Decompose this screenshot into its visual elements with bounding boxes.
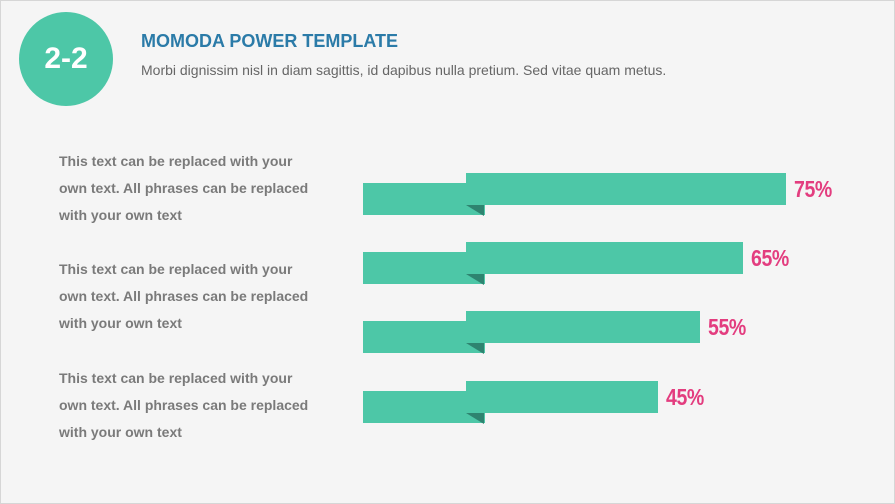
description-line: own text. All phrases can be replaced	[59, 180, 309, 196]
percent-label: 65%	[751, 245, 789, 271]
description-block-1: This text can be replaced with your own …	[59, 148, 329, 229]
bar-tail	[363, 391, 485, 423]
page-subtitle: Morbi dignissim nisl in diam sagittis, i…	[141, 62, 667, 78]
badge-text: 2-2	[44, 42, 88, 75]
description-line: with your own text	[59, 315, 182, 331]
section-number-badge: 2-2	[19, 12, 113, 106]
description-block-3: This text can be replaced with your own …	[59, 365, 329, 446]
description-line: with your own text	[59, 207, 182, 223]
progress-bar	[466, 242, 743, 274]
bar-tail	[363, 321, 485, 353]
description-line: This text can be replaced with your	[59, 261, 293, 277]
progress-bar	[466, 173, 786, 205]
percent-label: 55%	[708, 314, 746, 340]
bar-fold	[466, 205, 484, 216]
page-title: MOMODA POWER TEMPLATE	[141, 31, 398, 51]
description-block-2: This text can be replaced with your own …	[59, 256, 329, 337]
progress-bar	[466, 381, 658, 413]
percent-label: 45%	[666, 384, 704, 410]
bar-fold	[466, 274, 484, 285]
description-line: with your own text	[59, 424, 182, 440]
bar-tail	[363, 252, 485, 284]
bar-fold	[466, 343, 484, 354]
description-line: own text. All phrases can be replaced	[59, 397, 309, 413]
description-line: own text. All phrases can be replaced	[59, 288, 309, 304]
description-line: This text can be replaced with your	[59, 370, 293, 386]
progress-bar	[466, 311, 700, 343]
percent-label: 75%	[794, 176, 832, 202]
bar-tail	[363, 183, 485, 215]
description-line: This text can be replaced with your	[59, 153, 293, 169]
bar-fold	[466, 413, 484, 424]
